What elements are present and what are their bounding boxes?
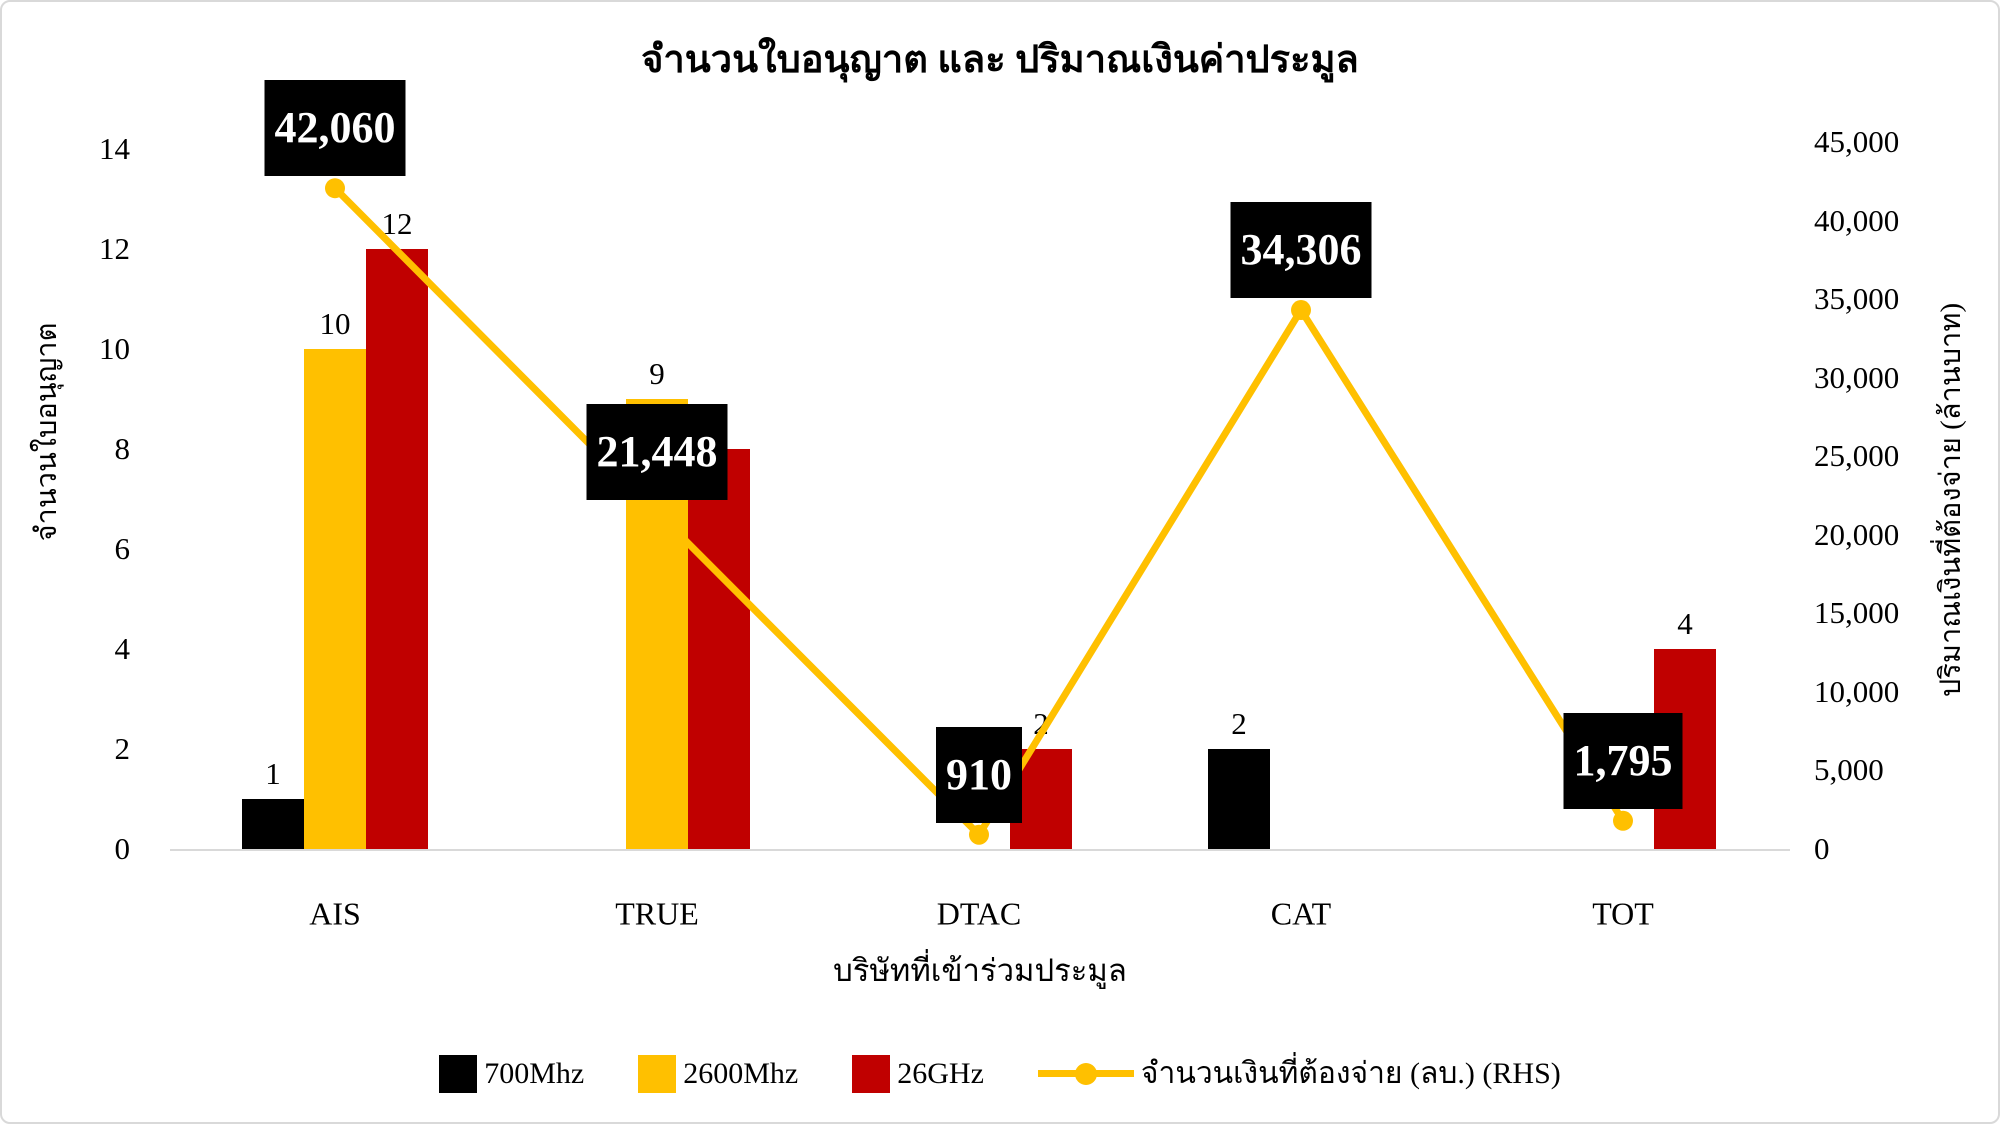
bar-value-label: 9	[649, 356, 665, 391]
bar-2600Mhz-AIS	[304, 349, 366, 849]
y-left-tick: 8	[114, 431, 131, 466]
line-marker-icon	[1291, 300, 1311, 321]
y-right-tick: 40,000	[1814, 202, 1900, 238]
y-right-tick: 10,000	[1814, 673, 1900, 709]
bar-26GHz-TRUE	[688, 449, 750, 849]
bar-value-label: 1	[265, 756, 281, 791]
legend: 700Mhz 2600Mhz 26GHz จำนวนเงินที่ต้องจ่า…	[2, 1050, 1998, 1097]
bar-value-label: 2	[1033, 706, 1049, 741]
y-left-tick: 0	[114, 831, 131, 866]
x-label-DTAC: DTAC	[936, 895, 1022, 932]
bar-700Mhz-AIS	[242, 799, 304, 849]
legend-swatch-700mhz	[439, 1054, 478, 1093]
x-axis-title: บริษัทที่เข้าร่วมประมูล	[833, 953, 1127, 988]
legend-label-700mhz: 700Mhz	[484, 1056, 585, 1090]
line-marker-icon	[969, 824, 989, 845]
x-label-TRUE: TRUE	[615, 895, 699, 932]
y-left-tick: 6	[114, 531, 131, 566]
y-left-tick: 10	[99, 331, 130, 366]
bar-value-label: 2	[1231, 706, 1247, 741]
y-left-tick: 4	[114, 631, 131, 666]
legend-label-2600mhz: 2600Mhz	[683, 1056, 799, 1090]
y-right-tick: 20,000	[1814, 516, 1900, 552]
line-value-callout-TRUE: 21,448	[586, 404, 728, 501]
bar-700Mhz-CAT	[1208, 749, 1270, 849]
line-value-callout-AIS: 42,060	[264, 80, 406, 177]
legend-label-26ghz: 26GHz	[897, 1056, 984, 1090]
y-right-tick: 0	[1814, 831, 1830, 866]
legend-item-line: จำนวนเงินที่ต้องจ่าย (ลบ.) (RHS)	[1037, 1050, 1561, 1097]
y-right-tick: 15,000	[1814, 595, 1900, 631]
line-value-callout-TOT: 1,795	[1563, 712, 1683, 809]
y-left-tick: 14	[99, 131, 130, 166]
bar-value-label: 12	[381, 206, 413, 241]
line-value-callout-DTAC: 910	[936, 726, 1022, 823]
y-right-tick: 35,000	[1814, 281, 1900, 317]
y-right-tick: 25,000	[1814, 438, 1900, 474]
y-left-tick: 12	[99, 231, 130, 266]
x-label-CAT: CAT	[1270, 895, 1332, 932]
legend-swatch-2600mhz	[638, 1054, 677, 1093]
line-value-callout-CAT: 34,306	[1230, 202, 1372, 298]
legend-swatch-26ghz	[852, 1054, 891, 1093]
y-right-tick: 30,000	[1814, 359, 1900, 395]
y-axis-title-right: ปริมาณเงินที่ต้องจ่าย (ล้านบาท)	[1935, 302, 1967, 698]
bar-value-label: 4	[1677, 606, 1693, 641]
x-label-AIS: AIS	[309, 895, 361, 932]
y-left-tick: 2	[114, 731, 131, 766]
legend-line-marker-icon	[1074, 1062, 1097, 1085]
chart-title: จำนวนใบอนุญาต และ ปริมาณเงินค่าประมูล	[641, 39, 1359, 81]
bar-value-label: 10	[319, 306, 351, 341]
legend-label-line: จำนวนเงินที่ต้องจ่าย (ลบ.) (RHS)	[1140, 1057, 1561, 1090]
bar-26GHz-AIS	[366, 249, 428, 849]
x-axis-line	[170, 849, 1790, 851]
y-right-tick: 45,000	[1814, 124, 1900, 159]
legend-item-2600mhz: 2600Mhz	[638, 1054, 799, 1093]
legend-item-26ghz: 26GHz	[852, 1054, 984, 1093]
line-marker-icon	[325, 178, 345, 199]
line-marker-icon	[1613, 810, 1633, 831]
x-label-TOT: TOT	[1592, 895, 1654, 932]
y-right-tick: 5,000	[1814, 752, 1884, 788]
legend-item-700mhz: 700Mhz	[439, 1054, 585, 1093]
legend-line-sample-icon	[1037, 1062, 1134, 1085]
